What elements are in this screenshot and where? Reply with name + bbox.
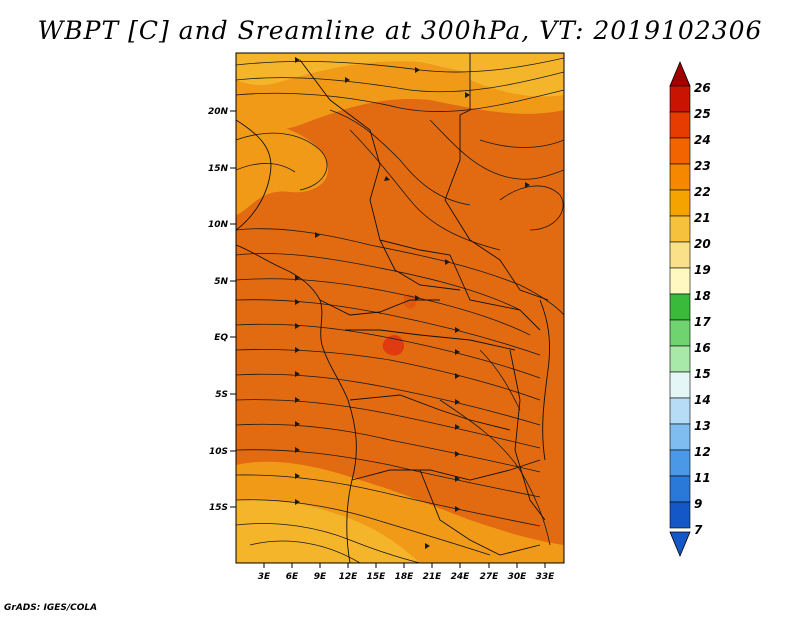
lon-label: 18E [395,572,415,582]
colorbar-cell [669,241,691,269]
field-red-spot [382,335,405,356]
colorbar-label: 26 [694,81,711,95]
colorbar-label: 18 [694,289,711,303]
lon-labels: 3E 6E 9E 12E 15E 18E 21E 24E 27E 30E 33E [258,572,555,582]
colorbar-cell [669,345,691,373]
colorbar-label: 9 [694,497,702,511]
colorbar-cells [669,85,691,529]
lat-ticks [230,110,236,508]
field-west-patch [236,119,329,215]
borders [236,53,550,563]
lon-label: 3E [258,572,271,582]
colorbar-cell [669,423,691,451]
lat-label: 15S [209,503,228,513]
colorbar-label: 23 [694,159,711,173]
colorbar-cell [669,85,691,113]
colorbar-label: 22 [694,185,711,199]
colorbar-label: 7 [694,523,703,537]
streamlines [236,57,564,563]
lon-label: 15E [367,572,387,582]
lon-label: 9E [314,572,327,582]
lat-label: 5N [214,277,228,287]
colorbar-cell [669,449,691,477]
stream-arrows [295,57,530,549]
colorbar-cell [669,397,691,425]
lon-label: 24E [451,572,471,582]
field-north-pale [236,53,564,86]
colorbar-labels: 26 25 24 23 22 21 20 19 18 17 16 15 14 1… [694,81,711,537]
lon-label: 27E [480,572,500,582]
colorbar-cell [669,319,691,347]
colorbar-label: 13 [694,419,711,433]
colorbar-cell [669,111,691,139]
lat-labels: 20N 15N 10N 5N EQ 5S 10S 15S [208,107,229,513]
field-lake [404,294,417,309]
colorbar-cell [669,371,691,399]
lat-label: 5S [215,390,228,400]
colorbar-cell [669,475,691,503]
lat-label: 10S [209,447,228,457]
lat-label: 15N [208,164,229,174]
lon-label: 30E [508,572,528,582]
lon-label: 12E [339,572,359,582]
colorbar-cell [669,163,691,191]
colorbar-label: 14 [694,393,711,407]
lat-label: EQ [214,333,228,343]
colorbar-label: 16 [694,341,711,355]
lat-label: 20N [208,107,229,117]
colorbar-label: 21 [694,211,711,225]
colorbar-label: 19 [694,263,711,277]
lat-label: 10N [208,220,229,230]
colorbar-label: 15 [694,367,711,381]
chart-title: WBPT [C] and Sreamline at 300hPa, VT: 20… [37,16,763,45]
lon-label: 6E [286,572,299,582]
colorbar-label: 11 [694,471,711,485]
colorbar-label: 17 [694,315,711,329]
colorbar-cell [669,293,691,321]
colorbar: 26 25 24 23 22 21 20 19 18 17 16 15 14 1… [669,60,711,558]
grads-credit: GrADS: IGES/COLA [4,603,98,613]
colorbar-label: 20 [694,237,711,251]
colorbar-cell [669,137,691,165]
lon-label: 33E [536,572,556,582]
colorbar-top-arrow [669,60,691,87]
lon-ticks [263,563,546,568]
wbpt-field [236,53,564,563]
colorbar-bottom-arrow [669,531,691,558]
colorbar-label: 12 [694,445,711,459]
map-frame [235,52,565,564]
colorbar-cell [669,267,691,295]
lon-label: 21E [423,572,443,582]
field-south-pale [236,498,420,563]
colorbar-cell [669,189,691,217]
colorbar-cell [669,215,691,243]
colorbar-label: 25 [694,107,711,121]
colorbar-label: 24 [694,133,711,147]
colorbar-cell [669,501,691,529]
